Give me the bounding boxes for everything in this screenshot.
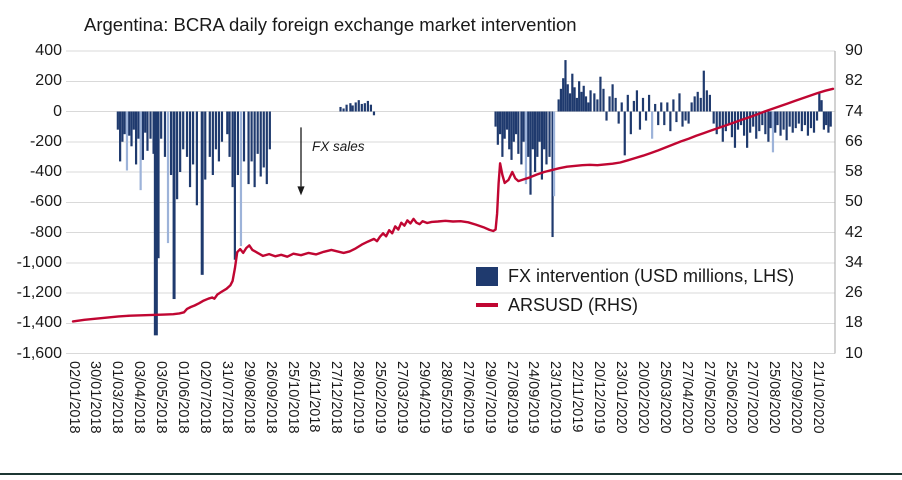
x-axis-tick-label: 02/01/2018 (65, 361, 82, 434)
x-axis-tick-label: 03/04/2018 (131, 361, 148, 434)
chart-title: Argentina: BCRA daily foreign exchange m… (84, 14, 577, 35)
x-axis-tick-label: 23/10/2019 (547, 361, 564, 434)
x-axis-tick-label: 25/08/2020 (766, 361, 783, 434)
left-axis-tick-label: -1,600 (16, 344, 62, 362)
bottom-divider-line (0, 473, 902, 475)
right-axis-tick-label: 90 (845, 42, 863, 59)
x-axis-tick-label: 25/06/2020 (722, 361, 739, 434)
x-axis-tick-label: 25/10/2018 (284, 361, 301, 434)
chart-legend: FX intervention (USD millions, LHS) ARSU… (476, 265, 794, 316)
left-axis-tick-label: -1,000 (16, 253, 62, 271)
x-axis-tick-label: 27/08/2019 (503, 361, 520, 434)
left-axis-tick-label: -200 (29, 132, 62, 150)
right-axis-tick-label: 34 (845, 253, 863, 271)
right-axis-tick-label: 26 (845, 284, 863, 301)
fx-sales-annotation: FX sales (312, 139, 365, 154)
right-axis-tick-label: 50 (845, 193, 863, 211)
x-axis-tick-label: 27/07/2020 (744, 361, 761, 434)
right-axis-tick-label: 18 (845, 314, 863, 332)
x-axis-tick-label: 01/03/2018 (109, 361, 126, 434)
x-axis-tick-label: 28/01/2019 (350, 361, 367, 434)
x-axis-tick-label: 01/06/2018 (175, 361, 191, 434)
left-axis-tick-label: 400 (35, 42, 62, 59)
x-axis-tick-label: 23/01/2020 (613, 361, 629, 434)
x-axis-tick-label: 27/05/2020 (700, 361, 717, 434)
x-axis-tick-label: 21/10/2020 (810, 361, 827, 434)
left-axis-tick-label: 200 (35, 72, 62, 90)
x-axis-tick-label: 25/03/2020 (656, 361, 673, 434)
x-axis-tick-label: 26/09/2018 (262, 361, 279, 434)
right-axis-tick-label: 74 (845, 102, 863, 120)
x-axis-tick-label: 25/02/2019 (372, 361, 389, 434)
x-axis-tick-label: 28/05/2019 (437, 361, 454, 434)
x-axis-tick-label: 22/09/2020 (788, 361, 805, 434)
left-axis-tick-label: -800 (29, 223, 62, 241)
x-axis-tick-label: 31/07/2018 (218, 361, 235, 434)
x-axis-tick-label: 20/12/2019 (591, 361, 608, 434)
x-axis-tick-label: 27/06/2019 (459, 361, 476, 434)
x-axis-tick-label: 22/11/2019 (569, 361, 586, 433)
right-axis-tick-label: 82 (845, 72, 863, 90)
left-axis-tick-label: -1,200 (16, 284, 62, 301)
x-axis-tick-label: 26/11/2018 (306, 361, 323, 433)
left-axis-tick-label: -600 (29, 193, 62, 211)
x-axis-tick-label: 29/08/2018 (240, 361, 257, 434)
right-axis-tick-label: 58 (845, 163, 863, 180)
left-axis-tick-label: -400 (29, 163, 62, 180)
x-axis-tick-label: 29/04/2019 (415, 361, 432, 434)
line-series-swatch-icon (476, 303, 498, 307)
x-axis-tick-label: 02/07/2018 (196, 361, 213, 434)
x-axis-tick-label: 27/03/2019 (394, 361, 410, 434)
x-axis-tick-label: 03/05/2018 (153, 361, 170, 434)
x-axis-tick-label: 20/02/2020 (634, 361, 651, 434)
left-axis-tick-label: 0 (53, 102, 62, 120)
x-axis-tick-label: 27/12/2018 (328, 361, 345, 434)
left-axis-tick-label: -1,400 (16, 314, 62, 332)
x-axis-tick-label: 30/01/2018 (87, 361, 104, 434)
right-axis-tick-label: 66 (845, 132, 863, 150)
right-axis-tick-label: 42 (845, 223, 863, 241)
legend-label-arsusd: ARSUSD (RHS) (508, 294, 639, 315)
x-axis-tick-label: 24/09/2019 (525, 361, 542, 434)
x-axis-tick-label: 29/07/2019 (481, 361, 498, 434)
legend-row-arsusd: ARSUSD (RHS) (476, 294, 794, 316)
legend-label-fx-intervention: FX intervention (USD millions, LHS) (508, 265, 795, 286)
legend-row-fx-intervention: FX intervention (USD millions, LHS) (476, 265, 794, 287)
right-axis-tick-label: 10 (845, 344, 863, 362)
x-axis-tick-label: 27/04/2020 (678, 361, 695, 434)
bar-series-swatch-icon (476, 266, 498, 286)
